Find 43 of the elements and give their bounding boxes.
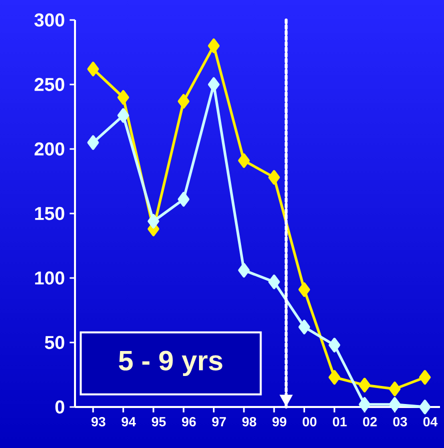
x-tick-label: 02 (363, 417, 377, 426)
annotation: 5 - 9 yrs (118, 350, 222, 376)
x-tick-label: 94 (122, 417, 136, 426)
y-tick-label: 150 (35, 206, 64, 220)
x-tick-label: 93 (91, 417, 106, 426)
point (87, 62, 99, 76)
point (298, 320, 310, 334)
point (117, 108, 130, 123)
x-tick-label: 96 (182, 417, 196, 426)
point (358, 397, 370, 412)
x-tick-label: 95 (152, 417, 166, 426)
x-tick-label: 99 (272, 417, 286, 426)
point (388, 397, 401, 412)
point (328, 370, 340, 385)
point (87, 135, 99, 150)
point (298, 282, 310, 297)
point (419, 370, 431, 385)
point (178, 94, 190, 109)
point (208, 38, 220, 54)
point (208, 77, 220, 92)
y-tick-label: 100 (35, 271, 64, 285)
y-tick-label: 0 (55, 400, 64, 414)
x-tick-label: 98 (242, 417, 256, 426)
point (117, 90, 130, 105)
y-tick-label: 200 (34, 142, 64, 156)
point (419, 400, 431, 414)
x-tick-label: 97 (212, 417, 226, 426)
point (178, 192, 190, 207)
y-tick-label: 300 (34, 13, 64, 27)
point (238, 262, 250, 278)
point (358, 378, 370, 392)
x-tick-label: 01 (332, 417, 347, 426)
point (148, 214, 160, 229)
x-tick-label: 00 (302, 417, 316, 426)
y-tick-label: 250 (34, 78, 64, 92)
x-tick-label: 04 (423, 417, 438, 426)
point (238, 153, 250, 168)
x-tick-label: 03 (393, 417, 407, 426)
point (268, 170, 280, 185)
y-tick-label: 50 (44, 336, 64, 350)
point (328, 338, 340, 352)
point (268, 274, 280, 290)
point (388, 382, 401, 396)
